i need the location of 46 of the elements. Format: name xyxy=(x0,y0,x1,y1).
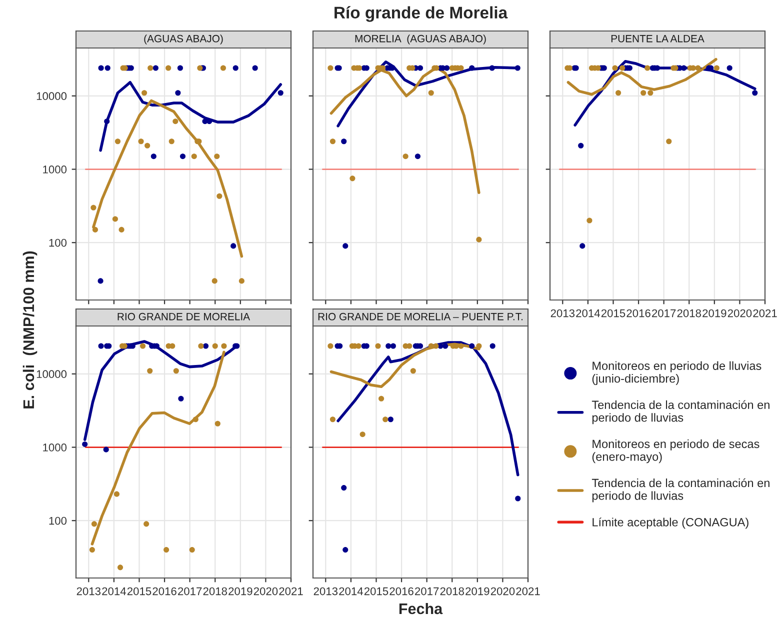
y-tick-label: 10000 xyxy=(36,92,67,100)
legend-label: Límite aceptable (CONAGUA) xyxy=(592,518,748,529)
chart-subtitle: RIO GRANDE DE MORELIA xyxy=(118,312,250,320)
y-tick-label: 100 xyxy=(49,238,67,247)
x-tick-label: 2021 xyxy=(279,587,303,596)
x-tick-label: 2015 xyxy=(601,309,626,318)
x-tick-label: 2018 xyxy=(440,587,464,596)
chart-subtitle: (AGUAS ABAJO) xyxy=(144,34,223,44)
chart-subtitle: PUENTE LA ALDEA xyxy=(611,35,704,42)
y-tick-label: 1000 xyxy=(43,166,67,174)
x-tick-label: 2013 xyxy=(550,309,575,318)
x-tick-label: 2019 xyxy=(228,587,252,596)
y-axis-title: E. coli (NMP/100 mm) xyxy=(22,251,38,408)
chart-subtitle: MORELIA (AGUAS ABAJO) xyxy=(355,34,486,44)
x-tick-label: 2014 xyxy=(102,587,126,596)
x-tick-label: 2013 xyxy=(76,587,101,596)
legend-label: Monitoreos en periodo de lluvias (junio-diciembre) xyxy=(592,361,762,386)
x-tick-label: 2017 xyxy=(652,309,676,318)
x-tick-label: 2021 xyxy=(753,309,777,318)
x-tick-label: 2016 xyxy=(390,587,414,596)
chart-subtitle: RIO GRANDE DE MORELIA – PUENTE P.T. xyxy=(318,312,522,320)
x-tick-label: 2018 xyxy=(677,309,701,318)
y-tick-label: 1000 xyxy=(43,444,67,452)
x-tick-label: 2017 xyxy=(178,587,202,596)
x-axis-title: Fecha xyxy=(399,602,443,614)
x-tick-label: 2016 xyxy=(152,587,176,596)
x-tick-label: 2013 xyxy=(314,587,338,596)
x-tick-label: 2021 xyxy=(516,587,540,596)
x-tick-label: 2019 xyxy=(702,309,726,318)
x-tick-label: 2020 xyxy=(490,587,515,596)
y-tick-label: 100 xyxy=(49,516,67,525)
x-tick-label: 2017 xyxy=(415,587,439,596)
y-tick-label: 10000 xyxy=(36,370,67,378)
x-tick-label: 2015 xyxy=(364,587,388,596)
x-tick-label: 2016 xyxy=(626,309,650,318)
legend-label: Tendencia de la contaminación en periodo de lluvias xyxy=(592,400,770,424)
chart-title: Río grande de Morelia xyxy=(334,6,508,22)
x-tick-label: 2020 xyxy=(254,587,278,596)
x-tick-label: 2020 xyxy=(728,309,752,318)
x-tick-label: 2014 xyxy=(576,309,600,318)
x-tick-label: 2018 xyxy=(203,587,227,596)
x-tick-label: 2019 xyxy=(466,587,490,596)
x-tick-label: 2014 xyxy=(339,587,363,596)
x-tick-label: 2015 xyxy=(127,587,152,596)
legend-label: Tendencia de la contaminación en periodo de lluvias xyxy=(592,478,770,502)
legend-label: Monitoreos en periodo de secas (enero-mayo) xyxy=(592,439,760,464)
